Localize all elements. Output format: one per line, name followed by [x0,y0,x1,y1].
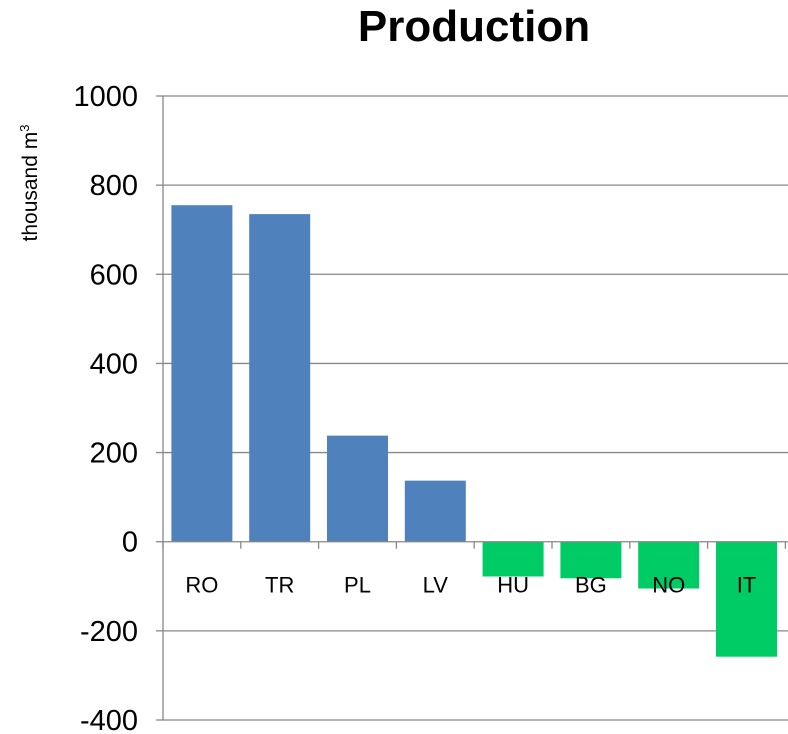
y-tick-label: 800 [90,170,138,202]
bar-tr [249,214,311,542]
bar-pl [327,435,388,542]
category-label-lv: LV [423,573,449,598]
y-tick-labels: 1000 800 600 400 200 0 -200 -400 [73,81,138,734]
category-label-it: IT [737,573,757,598]
y-tick-label: 0 [122,527,138,559]
y-tick-label: -400 [80,705,138,734]
bar-ro [171,205,233,542]
y-tick-label: 200 [90,438,138,470]
bar-no [638,541,700,589]
bar-it [716,541,777,657]
category-label-pl: PL [344,573,371,598]
category-label-ro: RO [185,573,218,598]
y-tick-label: 1000 [73,81,138,113]
category-label-no: NO [652,573,685,598]
y-tick-label: 400 [90,348,138,380]
category-labels: RO TR PL LV HU BG NO IT [185,573,756,598]
y-tick-label: 600 [90,259,138,291]
y-tick-label: -200 [80,616,138,648]
category-label-bg: BG [575,573,607,598]
category-label-tr: TR [265,573,294,598]
category-label-hu: HU [497,573,529,598]
chart-title: Production [357,2,591,51]
bars [171,205,777,657]
axes [156,95,788,721]
bar-hu [482,541,544,577]
bar-bg [560,541,622,579]
bar-lv [404,480,466,542]
